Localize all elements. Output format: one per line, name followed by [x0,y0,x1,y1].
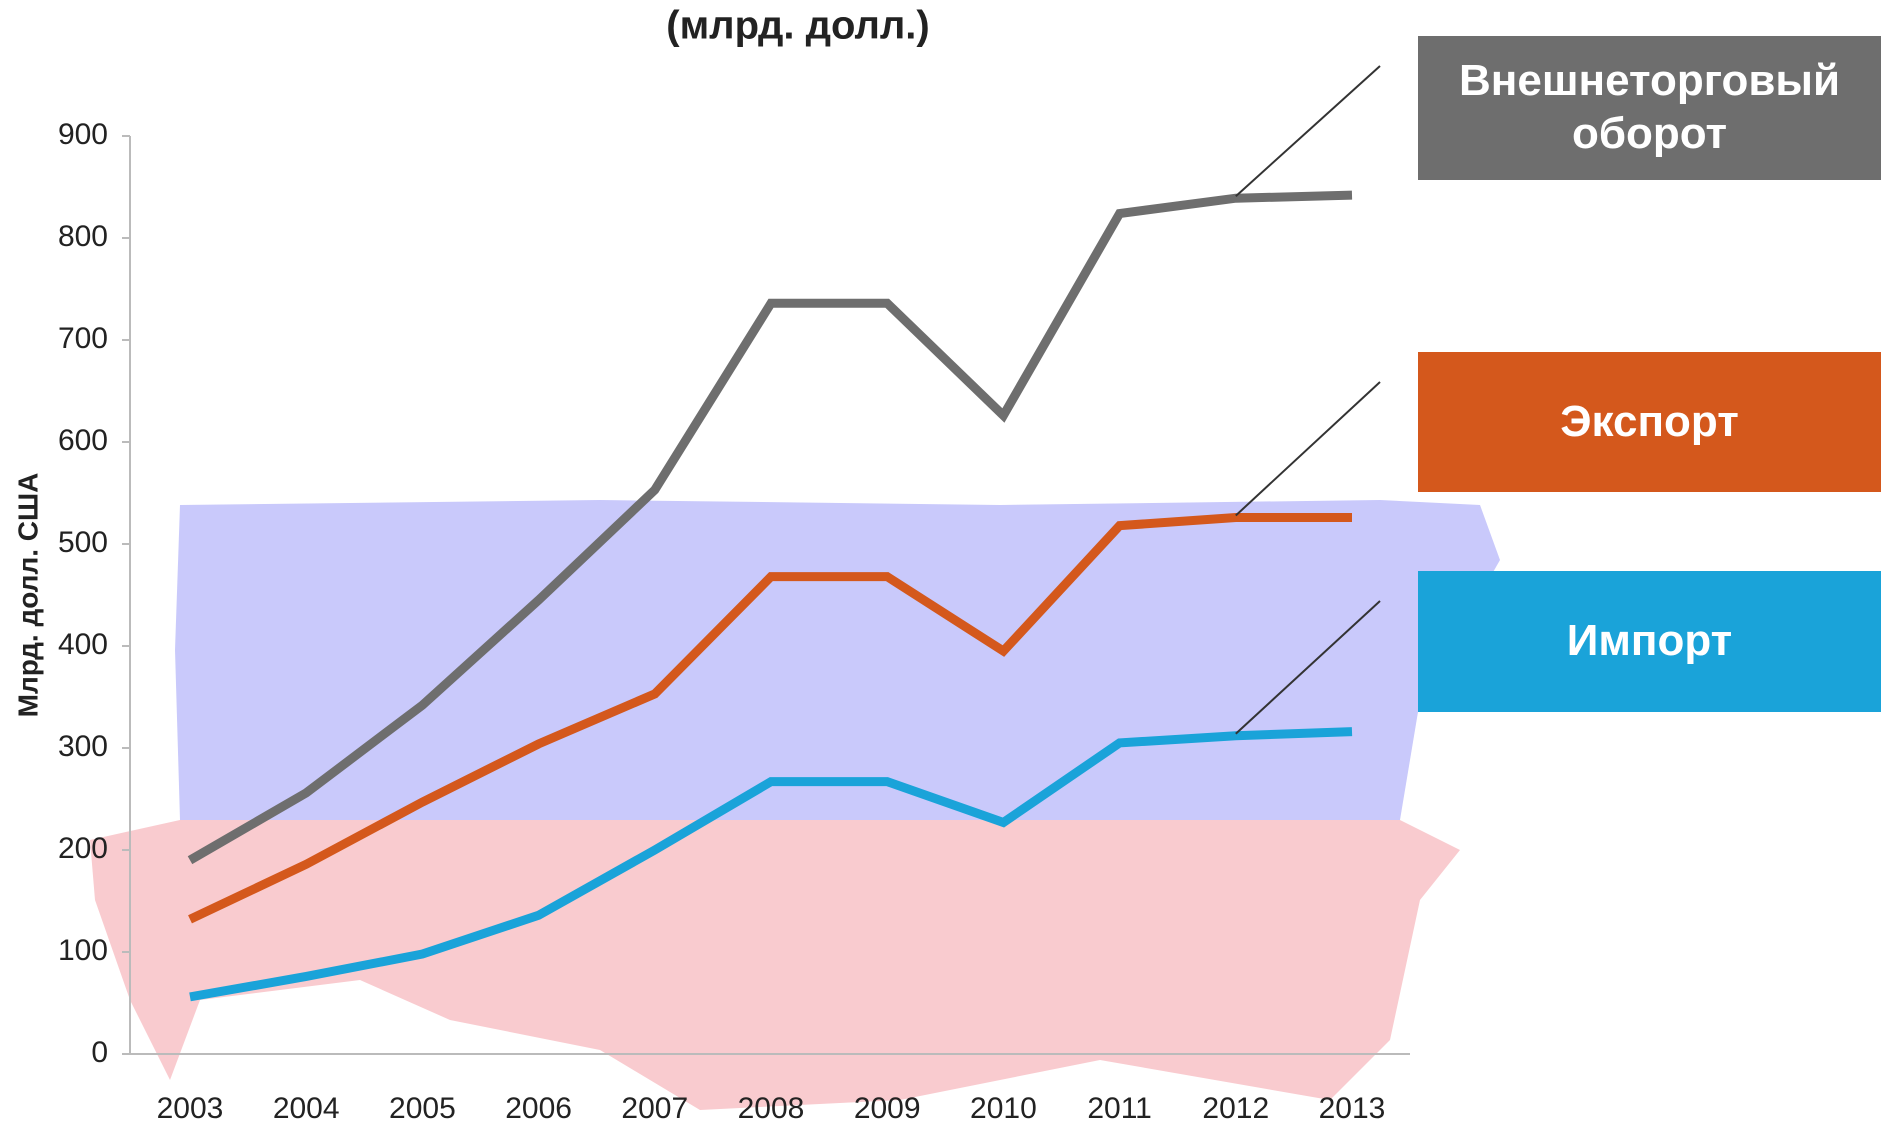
y-tick-label: 0 [91,1036,108,1069]
x-tick-label: 2003 [157,1092,224,1125]
x-tick-label: 2009 [854,1092,921,1125]
x-tick-label: 2006 [505,1092,572,1125]
y-tick-label: 500 [58,526,108,559]
leader-line [1235,381,1381,517]
y-tick-label: 200 [58,832,108,865]
y-tick-label: 900 [58,118,108,151]
x-tick-label: 2012 [1202,1092,1269,1125]
x-tick-label: 2011 [1087,1092,1152,1125]
x-tick-label: 2007 [621,1092,688,1125]
y-axis-label: Млрд. долл. США [12,473,43,718]
y-tick-label: 600 [58,424,108,457]
map-blue [175,500,1500,820]
x-tick-label: 2004 [273,1092,340,1125]
y-tick-label: 400 [58,628,108,661]
series-line [188,512,1352,924]
map-red [90,820,1460,1110]
x-tick-label: 2010 [970,1092,1037,1125]
leader-line [1235,65,1381,197]
x-tick-label: 2005 [389,1092,456,1125]
legend-item: Экспорт [1418,352,1881,492]
x-tick-label: 2008 [738,1092,805,1125]
y-tick-label: 800 [58,220,108,253]
y-tick-label: 300 [58,730,108,763]
legend-item: Импорт [1418,571,1881,712]
chart-title: (млрд. долл.) [666,4,929,48]
series-line [187,190,1353,865]
y-tick-label: 700 [58,322,108,355]
legend-item: Внешнеторговый оборот [1418,36,1881,180]
leader-line [1235,600,1381,735]
x-tick-label: 2013 [1319,1092,1386,1125]
series-line [189,727,1353,1002]
y-tick-label: 100 [58,934,108,967]
